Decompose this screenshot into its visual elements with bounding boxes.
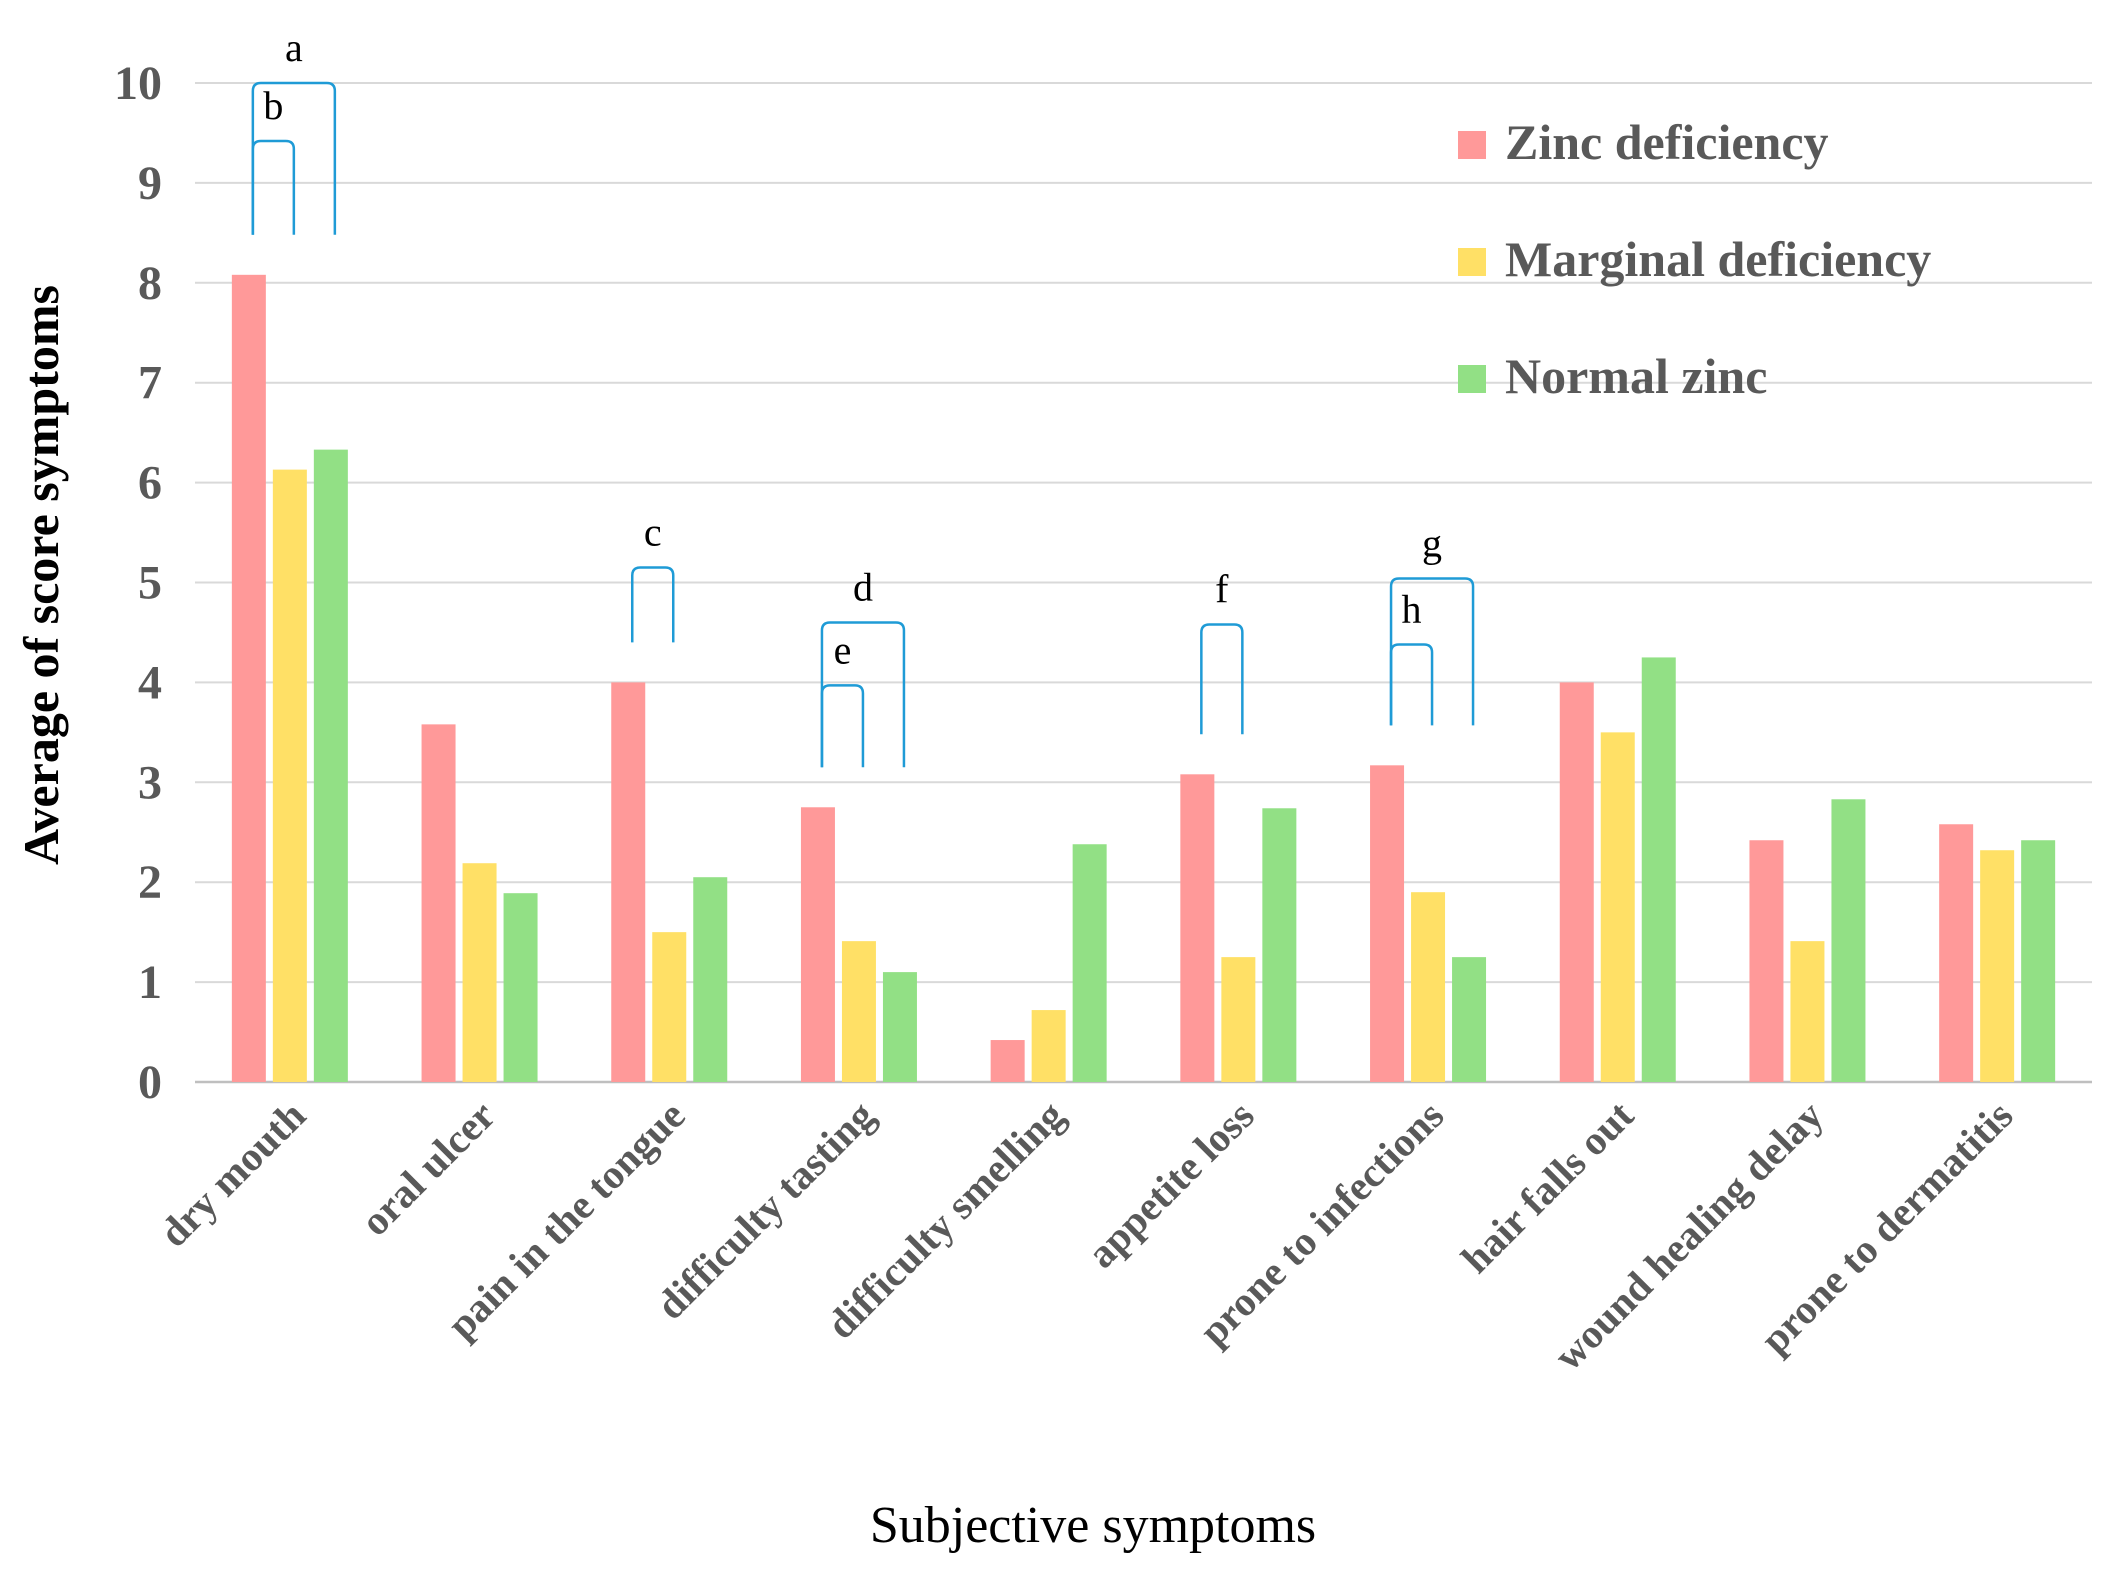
bar bbox=[1641, 657, 1676, 1082]
legend-label: Normal zinc bbox=[1505, 348, 1767, 404]
y-tick-label: 3 bbox=[138, 756, 162, 809]
bar bbox=[272, 469, 307, 1082]
y-tick-label: 2 bbox=[138, 856, 162, 909]
significance-bracket bbox=[1389, 643, 1434, 726]
significance-bracket bbox=[251, 139, 296, 235]
significance-label: c bbox=[644, 510, 662, 555]
bar bbox=[1452, 957, 1487, 1082]
y-axis-ticks: 0 1 2 3 4 5 6 7 8 9 10 bbox=[114, 57, 162, 1109]
bar bbox=[231, 274, 266, 1083]
bar bbox=[1221, 957, 1256, 1082]
x-tick-label: hair falls out bbox=[1452, 1092, 1642, 1282]
bar bbox=[800, 807, 835, 1082]
x-axis-label: Subjective symptoms bbox=[870, 1497, 1316, 1554]
bar bbox=[1980, 850, 2015, 1082]
significance-brackets: ab c de f gh bbox=[251, 25, 1475, 768]
y-tick-label: 6 bbox=[138, 457, 162, 510]
significance-bracket bbox=[820, 684, 865, 768]
bar bbox=[841, 941, 876, 1082]
legend-label: Zinc deficiency bbox=[1505, 114, 1829, 170]
significance-bracket bbox=[1200, 623, 1244, 735]
significance-label: h bbox=[1402, 586, 1422, 631]
bar bbox=[1749, 840, 1784, 1082]
y-tick-label: 10 bbox=[114, 57, 162, 110]
y-tick-label: 8 bbox=[138, 257, 162, 310]
bar bbox=[611, 682, 646, 1082]
bar bbox=[462, 863, 497, 1082]
bar bbox=[990, 1040, 1025, 1082]
significance-label: d bbox=[853, 564, 873, 609]
bar bbox=[2021, 840, 2056, 1082]
bars bbox=[231, 274, 2056, 1083]
significance-bracket bbox=[631, 566, 675, 643]
y-tick-label: 9 bbox=[138, 157, 162, 210]
bar bbox=[421, 724, 456, 1082]
bar bbox=[1370, 765, 1405, 1082]
bar bbox=[1559, 682, 1594, 1082]
significance-bracket bbox=[1389, 577, 1475, 726]
x-tick-label: oral ulcer bbox=[351, 1092, 503, 1244]
bar bbox=[1262, 808, 1297, 1082]
y-tick-label: 0 bbox=[138, 1056, 162, 1109]
bar bbox=[1411, 892, 1446, 1082]
significance-label: f bbox=[1215, 566, 1229, 611]
significance-label: a bbox=[285, 25, 303, 70]
legend: Zinc deficiency Marginal deficiency Normal… bbox=[1458, 114, 1931, 404]
y-tick-label: 1 bbox=[138, 956, 162, 1009]
x-tick-label: appetite loss bbox=[1078, 1092, 1263, 1277]
bar bbox=[652, 932, 687, 1082]
significance-label: e bbox=[834, 627, 852, 672]
bar bbox=[882, 972, 917, 1082]
bar bbox=[1031, 1010, 1066, 1082]
x-tick-label: dry mouth bbox=[150, 1092, 314, 1256]
significance-bracket bbox=[820, 621, 906, 768]
bar bbox=[1939, 824, 1974, 1082]
bar bbox=[1600, 732, 1635, 1082]
bar bbox=[1180, 774, 1215, 1082]
significance-label: g bbox=[1422, 521, 1442, 566]
significance-bracket bbox=[251, 81, 337, 235]
legend-swatch bbox=[1458, 131, 1486, 159]
bar bbox=[1831, 799, 1866, 1082]
y-tick-label: 4 bbox=[138, 656, 162, 709]
bar bbox=[503, 893, 538, 1082]
bar bbox=[693, 877, 728, 1082]
bar bbox=[1790, 941, 1825, 1082]
y-tick-label: 5 bbox=[138, 557, 162, 610]
bar bbox=[1072, 844, 1107, 1082]
legend-swatch bbox=[1458, 248, 1486, 276]
legend-label: Marginal deficiency bbox=[1505, 231, 1931, 287]
significance-label: b bbox=[263, 83, 283, 128]
y-tick-label: 7 bbox=[138, 357, 162, 410]
bar bbox=[313, 449, 348, 1082]
y-axis-label: Average of score symptoms bbox=[13, 285, 69, 865]
legend-swatch bbox=[1458, 365, 1486, 393]
